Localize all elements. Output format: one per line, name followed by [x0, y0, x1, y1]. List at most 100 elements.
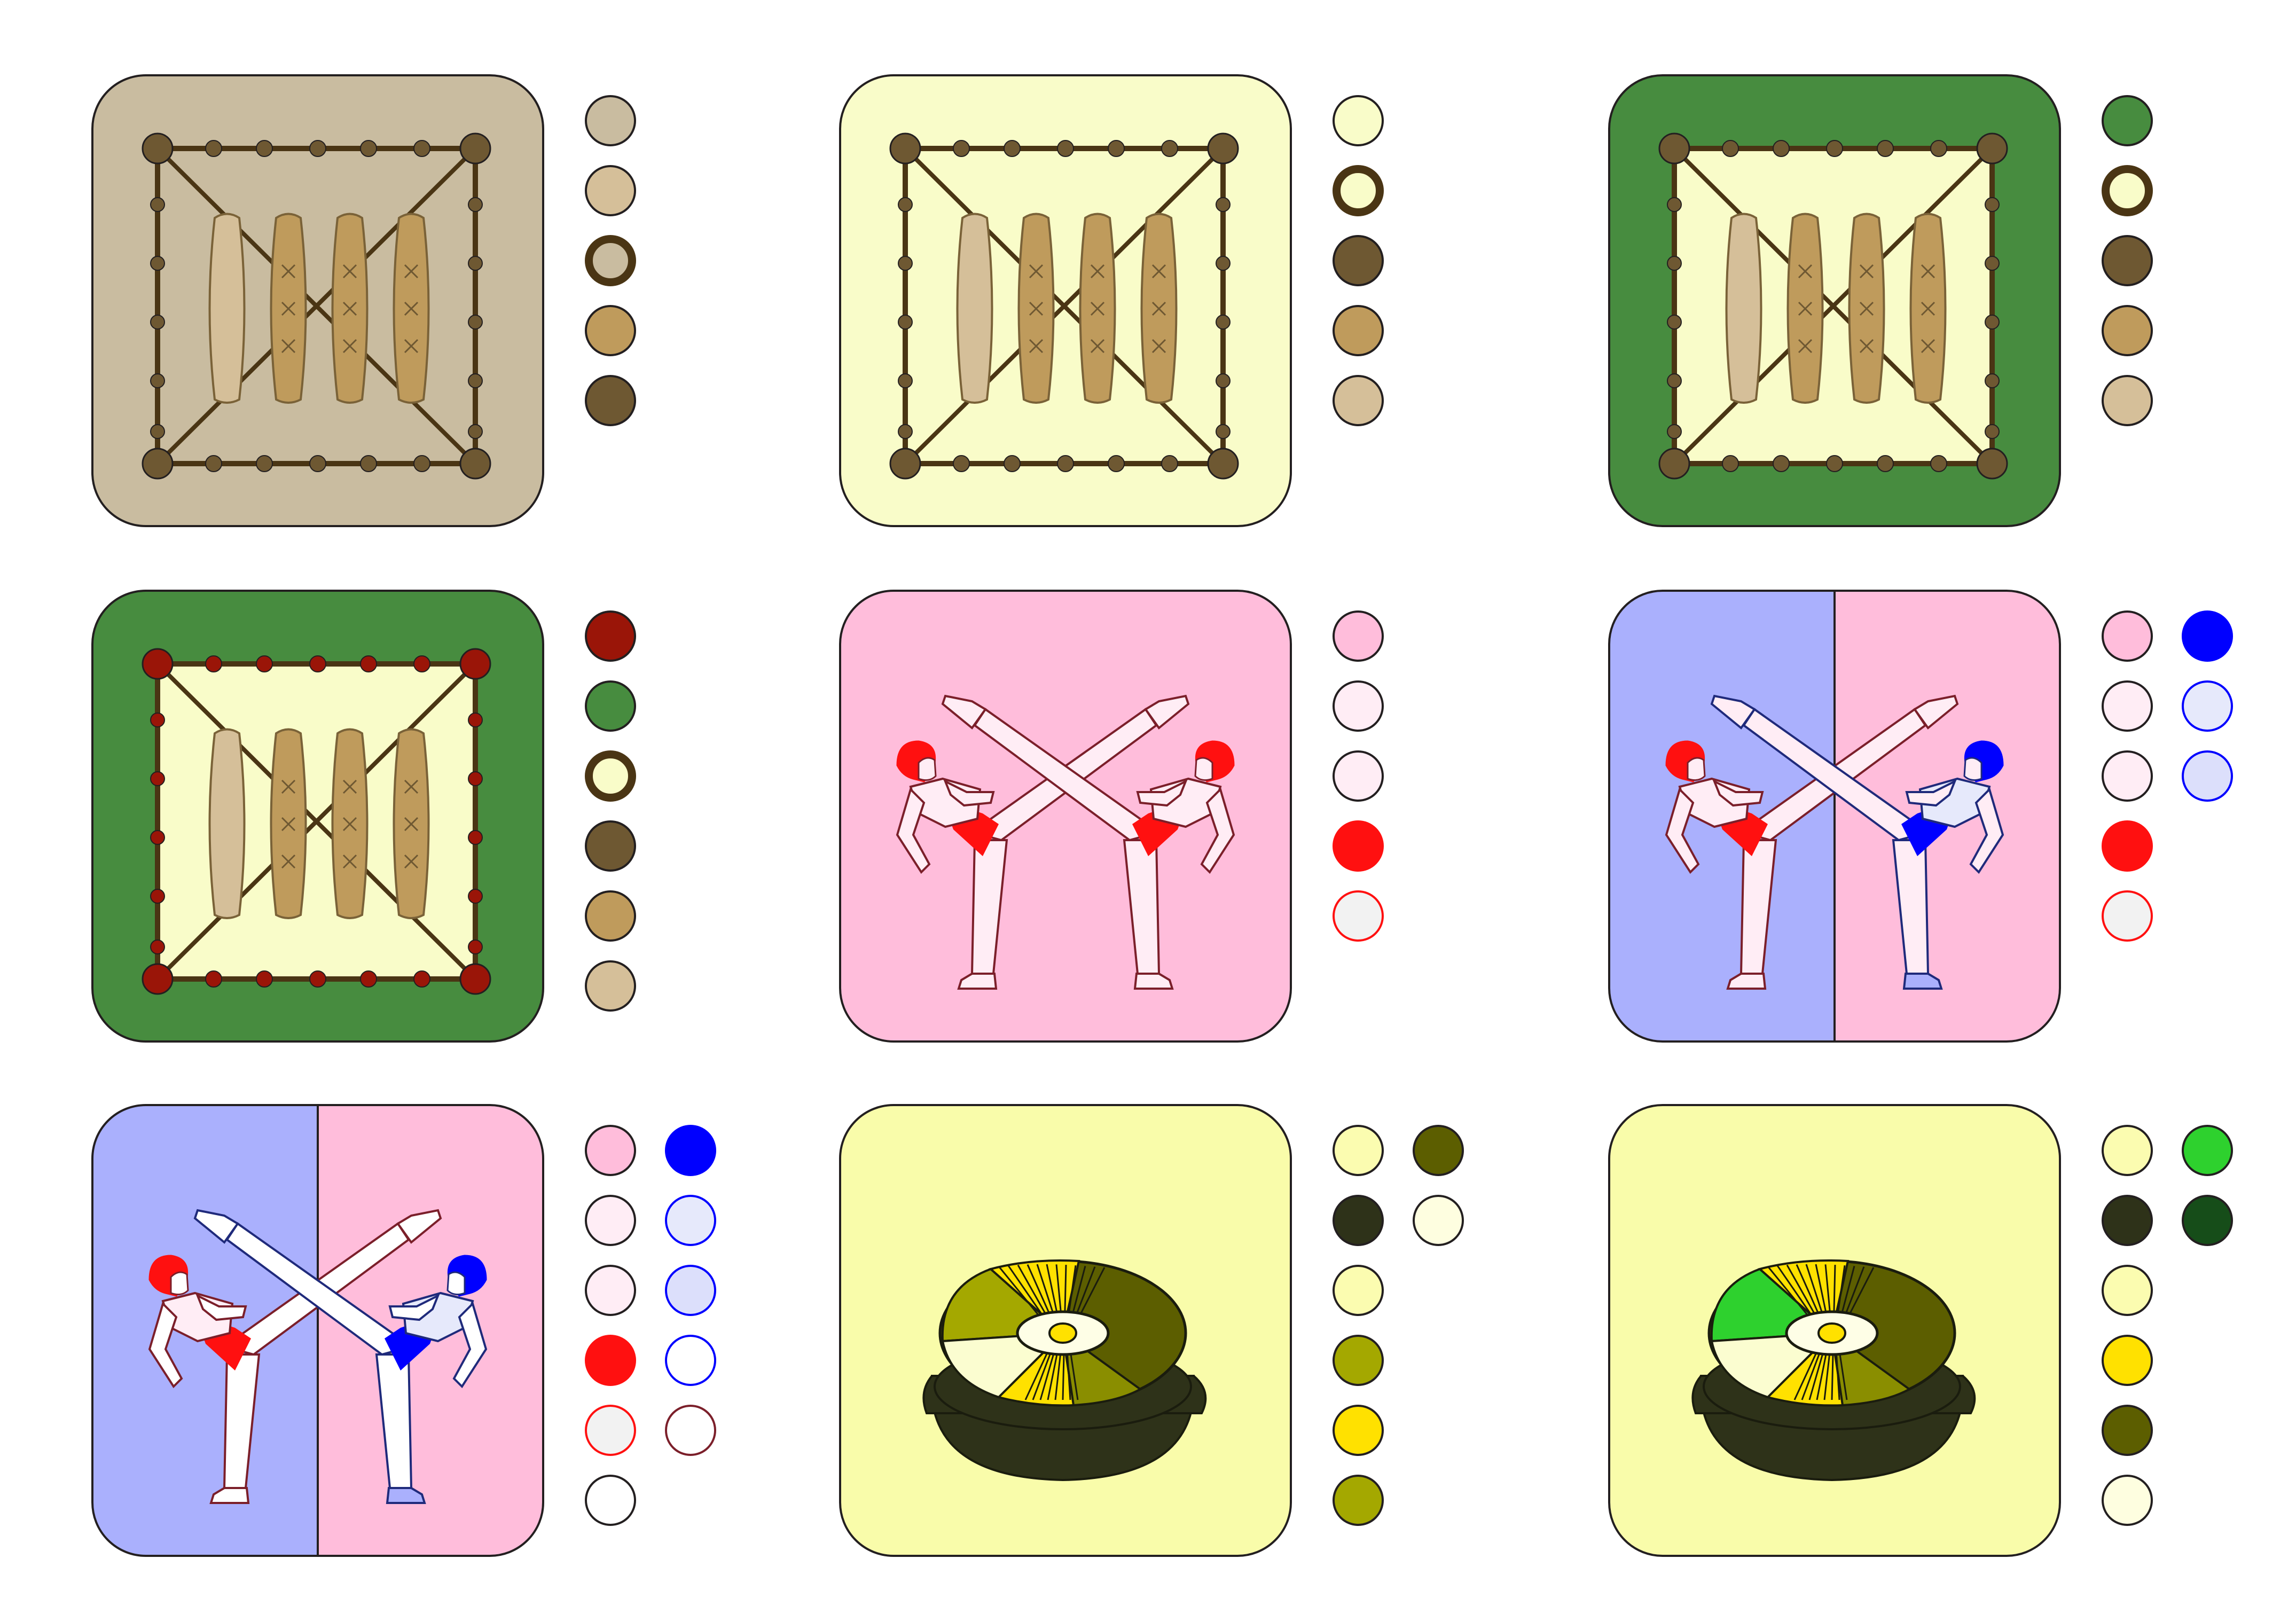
- pad-cross-mark: [1859, 301, 1874, 316]
- arm: [148, 1302, 183, 1389]
- edge-node: [468, 256, 483, 271]
- corner-node: [459, 132, 491, 165]
- color-swatch: [1333, 95, 1384, 146]
- color-swatch: [2102, 1125, 2153, 1176]
- pad-cross-mark: [1029, 264, 1044, 279]
- edge-node: [1667, 373, 1682, 388]
- color-swatch: [2102, 820, 2153, 872]
- pad-cross-mark: [281, 264, 296, 279]
- edge-node: [1877, 140, 1894, 157]
- edge-node: [1667, 424, 1682, 439]
- face: [1963, 757, 1982, 781]
- kick-foot: [1913, 694, 1959, 730]
- edge-node: [413, 455, 430, 472]
- color-swatch: [665, 1195, 716, 1246]
- edge-node: [898, 256, 913, 271]
- edge-node: [1877, 455, 1894, 472]
- color-swatch: [2102, 235, 2153, 286]
- color-swatch: [585, 1405, 636, 1456]
- egg-yolk: [1048, 1322, 1077, 1344]
- edge-node: [468, 197, 483, 212]
- color-swatch: [585, 235, 636, 286]
- mat-diagonal: [156, 147, 477, 465]
- color-swatch: [2102, 750, 2153, 802]
- stand-foot: [1902, 973, 1943, 990]
- corner-node: [889, 132, 921, 165]
- pad-cross-mark: [1151, 301, 1166, 316]
- color-swatch: [2102, 1475, 2153, 1526]
- color-swatch: [1413, 1195, 1464, 1246]
- edge-node: [1826, 455, 1843, 472]
- color-swatch: [1333, 750, 1384, 802]
- edge-node: [413, 970, 430, 988]
- arm: [896, 787, 931, 874]
- edge-node: [468, 830, 483, 845]
- tile-border: [91, 1104, 544, 1557]
- pad-cross-mark: [1090, 339, 1105, 354]
- edge-node: [205, 655, 222, 672]
- edge-node: [1722, 455, 1739, 472]
- edge-node: [150, 889, 165, 904]
- corner-node: [142, 963, 174, 995]
- bibimbap-bowl-icon: [1608, 1103, 2062, 1557]
- color-swatch: [2182, 750, 2233, 802]
- edge-node: [468, 771, 483, 786]
- color-swatch: [1413, 1125, 1464, 1176]
- pad-cross-mark: [404, 854, 419, 869]
- icon-cell: [1608, 1103, 2248, 1584]
- pad-cross-mark: [1798, 339, 1813, 354]
- color-swatch: [1333, 890, 1384, 942]
- edge-node: [150, 315, 165, 330]
- icon-cell: [839, 589, 1479, 1070]
- corner-node: [459, 448, 491, 480]
- pad-plain: [208, 213, 246, 404]
- edge-node: [468, 939, 483, 954]
- color-swatch: [2102, 1335, 2153, 1386]
- color-swatch: [2102, 890, 2153, 942]
- stand-foot: [1133, 973, 1174, 990]
- edge-node: [953, 140, 970, 157]
- edge-node: [256, 655, 273, 672]
- edge-node: [309, 655, 326, 672]
- pad-cross-mark: [1859, 339, 1874, 354]
- face: [1687, 757, 1706, 781]
- edge-node: [1667, 315, 1682, 330]
- edge-node: [1985, 424, 2000, 439]
- pad-cross-mark: [1798, 264, 1813, 279]
- arm: [388, 1293, 440, 1321]
- arm: [452, 1302, 488, 1389]
- edge-node: [1985, 256, 2000, 271]
- edge-node: [360, 140, 377, 157]
- icon-cell: [91, 589, 732, 1070]
- pad-cross-mark: [1029, 339, 1044, 354]
- color-swatch: [2102, 95, 2153, 146]
- edge-node: [360, 655, 377, 672]
- icon-cell: [91, 74, 732, 554]
- edge-node: [150, 424, 165, 439]
- face: [446, 1271, 466, 1296]
- pad-cross-mark: [281, 301, 296, 316]
- edge-node: [413, 140, 430, 157]
- color-swatch: [2102, 165, 2153, 216]
- edge-node: [1985, 315, 2000, 330]
- kick-foot: [193, 1209, 239, 1244]
- edge-node: [150, 373, 165, 388]
- pad-cross-mark: [404, 817, 419, 832]
- edge-node: [468, 712, 483, 727]
- edge-node: [205, 455, 222, 472]
- edge-node: [898, 197, 913, 212]
- color-swatch: [1333, 1125, 1384, 1176]
- color-swatch: [585, 680, 636, 732]
- pad-cross-mark: [342, 301, 357, 316]
- edge-node: [1773, 455, 1790, 472]
- edge-node: [1216, 424, 1231, 439]
- arm: [195, 1293, 247, 1321]
- edge-node: [413, 655, 430, 672]
- color-swatch: [585, 1265, 636, 1316]
- stand-foot: [386, 1487, 426, 1504]
- color-swatch: [665, 1335, 716, 1386]
- edge-node: [953, 455, 970, 472]
- kick-fighters-icon: [839, 589, 1292, 1043]
- pad-cross-mark: [281, 779, 296, 794]
